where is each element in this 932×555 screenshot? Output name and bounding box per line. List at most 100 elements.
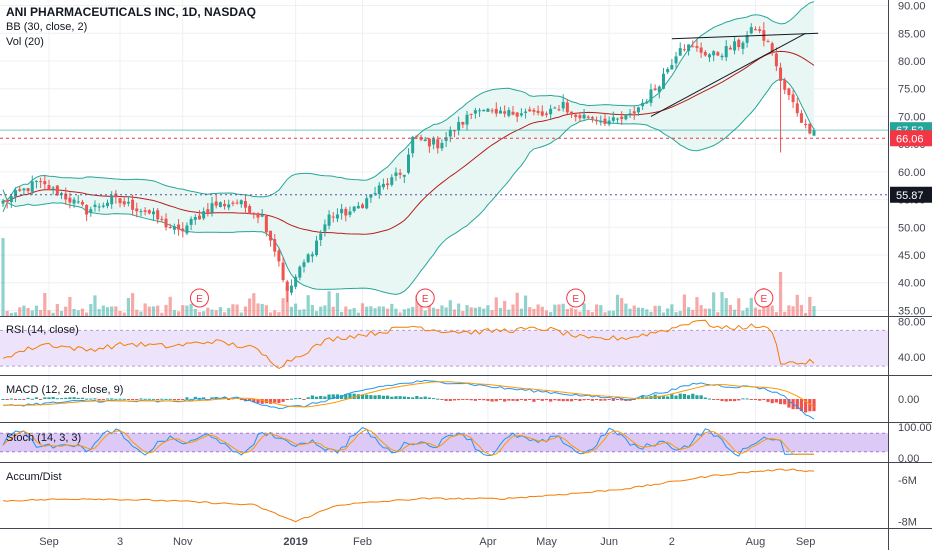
volume-bar [22,305,26,316]
earnings-marker[interactable]: E [189,288,209,308]
volume-bar [185,305,189,316]
trend-lines [650,32,819,117]
earnings-marker[interactable]: E [754,288,774,308]
macd-hist-bar [122,398,126,400]
volume-indicator-label[interactable]: Vol (20) [6,36,44,48]
volume-bar [653,305,657,316]
macd-hist-bar [189,398,193,400]
volume-bar [728,304,732,316]
macd-hist-bar [519,399,523,400]
candle-body [143,210,147,212]
macd-hist-bar [285,399,289,400]
bb-fill [3,1,814,295]
candle-body [540,111,544,116]
macd-hist-bar [306,397,310,399]
volume-bar [39,309,43,316]
macd-hist-bar [574,399,578,400]
macd-hist-bar [118,398,122,400]
volume-bar [105,307,110,316]
trend-line[interactable] [650,32,806,117]
macd-hist-bar [808,399,812,412]
earnings-marker[interactable]: E [566,288,586,308]
volume-bar [578,311,582,316]
macd-hist-bar [156,399,160,401]
candle-body [218,202,222,207]
macd-hist-bar [13,399,18,400]
stoch-label[interactable]: Stoch (14, 3, 3) [6,432,82,444]
volume-bar [218,307,222,316]
volume-bar [737,298,741,316]
volume-bar [699,305,703,316]
candle-body [51,187,55,189]
candle-body [206,209,210,213]
candle-body [9,196,13,203]
macd-hist-bar [465,399,469,400]
time-axis-tick-label: Sep [39,536,59,548]
volume-bar [43,293,47,316]
candle-body [43,181,47,185]
candle-body [478,110,482,112]
time-axis-tick-label: 3 [117,536,123,548]
macd-hist-bar [469,399,473,401]
macd-hist-bar [586,399,590,400]
macd-hist-bar [477,399,482,400]
macd-hist-bar [381,395,386,399]
accum-dist-label[interactable]: Accum/Dist [6,471,62,483]
trend-line[interactable] [671,32,819,40]
volume-bar [574,309,578,316]
candle-body [415,135,419,137]
volume-bar [5,310,9,316]
volume-bar [465,305,469,316]
volume-bar [176,311,181,316]
price-axis: 90.0085.0080.0075.0070.0065.0060.0055.00… [898,1,926,318]
volume-bar [712,292,716,316]
volume-bar [749,297,753,316]
earnings-marker[interactable]: E [415,288,435,308]
macd-hist-bar [260,399,264,404]
symbol-title[interactable]: ANI PHARMACEUTICALS INC, 1D, NASDAQ [6,5,257,19]
volume-bar [34,305,39,316]
prev-close-label: 66.06 [890,130,932,147]
volume-bar [189,303,193,316]
volume-bar [151,306,156,316]
volume-bar [222,312,227,316]
candle-body [653,88,657,91]
bb-indicator-label[interactable]: BB (30, close, 2) [6,21,88,33]
candle-body [168,227,172,229]
earnings-marker-circle [566,288,586,308]
rsi-label[interactable]: RSI (14, close) [6,324,79,336]
candle-body [126,201,130,204]
candle-body [728,47,732,50]
volume-bar [256,303,260,316]
macd-hist-bar [352,393,356,399]
candles [1,22,816,303]
macd-hist-bar [787,399,791,408]
macd-hist-bar [335,394,340,399]
volume-bar [415,295,419,316]
candle-body [657,86,661,93]
macd-hist-bar [741,398,745,400]
macd-hist-bar [536,399,540,400]
volume-bar [135,309,139,316]
macd-label[interactable]: MACD (12, 26, close, 9) [6,384,124,396]
candle-body [214,201,218,206]
earnings-marker-text: E [422,294,429,305]
volume-bar [540,306,544,316]
candle-body [432,138,436,145]
macd-hist-bar [595,399,599,400]
volume-bar [787,305,791,316]
price-axis-tick-label: 60.00 [898,167,926,179]
candle-body [131,199,135,210]
macd-hist-bar [39,399,43,400]
macd-hist-bar [294,398,298,400]
volume-bar [110,306,114,316]
candle-body [285,281,289,291]
macd-hist-bar [348,393,352,399]
macd-hist-bar [139,398,143,400]
macd-hist-bar [281,399,285,402]
candle-body [381,183,385,188]
volume-bar [691,309,695,316]
volume-bar [390,303,394,316]
volume-bar [156,305,160,316]
